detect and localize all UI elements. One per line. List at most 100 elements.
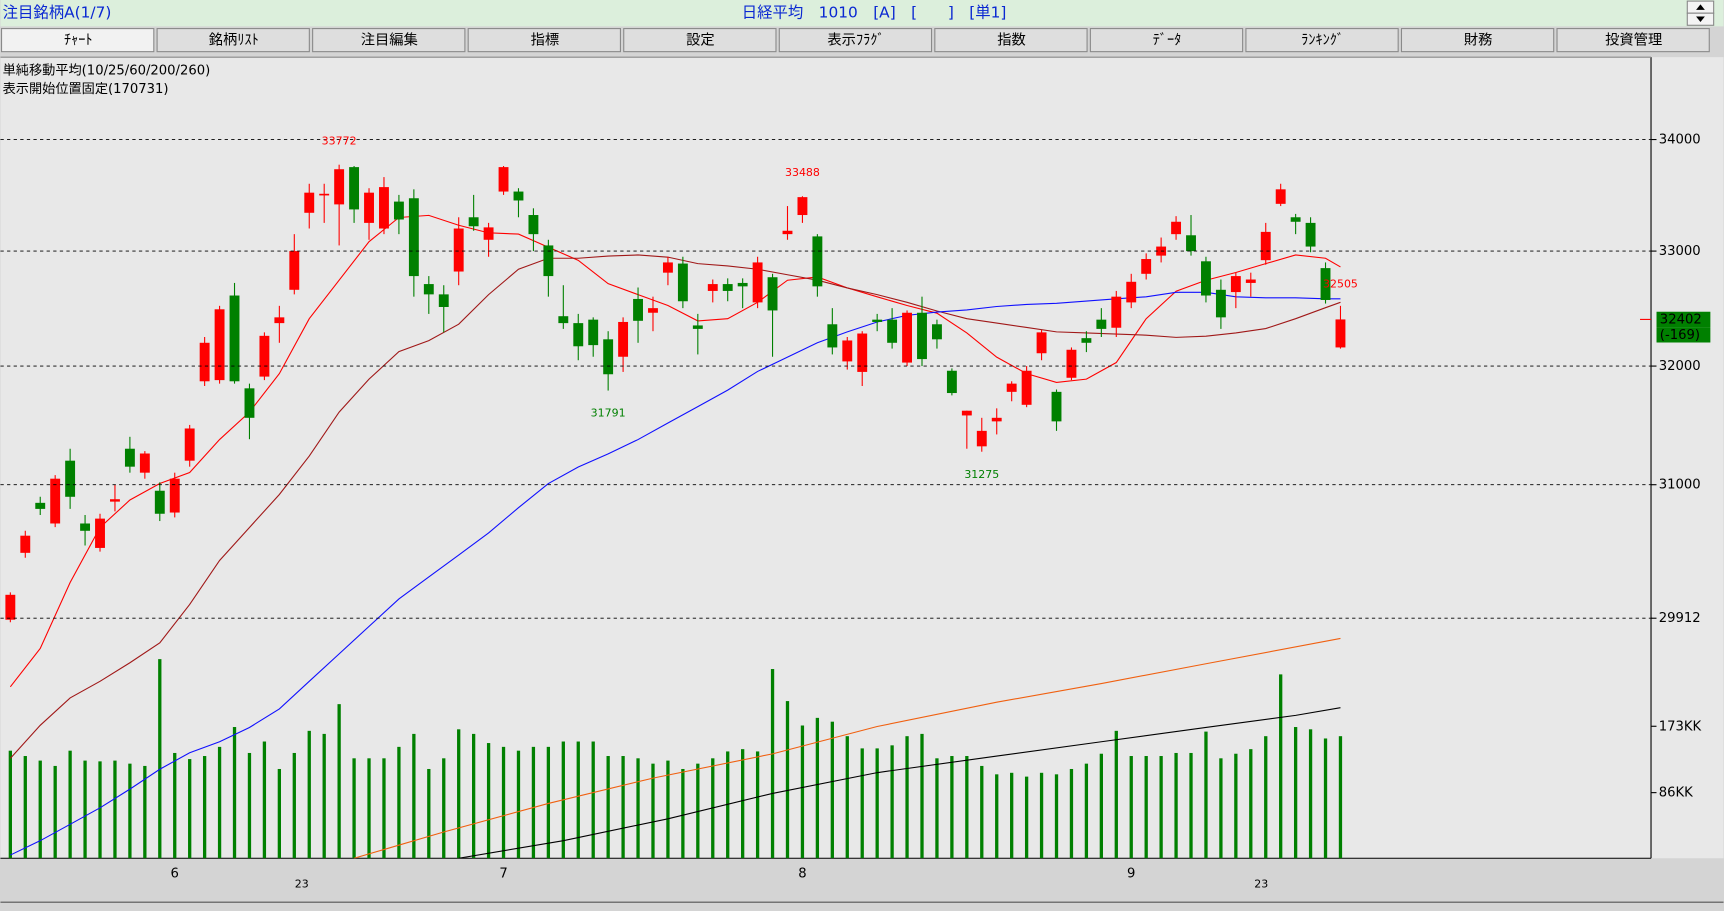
volume-bar	[307, 730, 311, 859]
candle-body	[393, 201, 404, 220]
month-label: 8	[798, 867, 806, 882]
tab[interactable]	[1245, 28, 1399, 53]
tab-label[interactable]: ﾁｬｰﾄ	[64, 33, 93, 49]
y-tick-label: 31000	[1659, 478, 1701, 493]
tab[interactable]	[1, 28, 155, 53]
volume-bar	[1323, 738, 1328, 859]
volume-bar	[352, 758, 356, 859]
candle-body	[1260, 231, 1271, 261]
tab-label[interactable]: 銘柄ﾘｽﾄ	[209, 32, 259, 49]
candle-body	[1051, 391, 1062, 422]
price-annotation: 33488	[785, 166, 820, 179]
volume-bar	[950, 756, 954, 859]
candle-body	[752, 262, 763, 303]
header-title: 注目銘柄A(1/7)	[3, 4, 112, 22]
candle-body	[767, 277, 778, 311]
tab[interactable]	[1556, 28, 1710, 53]
candle-body	[483, 227, 494, 240]
volume-bar	[1010, 772, 1014, 859]
volume-bar	[606, 756, 610, 859]
volume-bar	[1189, 752, 1193, 859]
tab-label[interactable]: 投資管理	[1605, 32, 1662, 49]
tab-label[interactable]: 財務	[1464, 32, 1493, 49]
candle-body	[244, 388, 255, 418]
y-tick-label: 33000	[1659, 244, 1701, 259]
candle-body	[50, 478, 61, 524]
candle-body	[1141, 259, 1152, 274]
tab-label[interactable]: 注目編集	[361, 32, 418, 49]
tab-label[interactable]: ﾃﾞｰﾀ	[1153, 32, 1182, 49]
volume-bar	[158, 659, 162, 859]
tab-label[interactable]: 指標	[531, 32, 560, 49]
plot	[5, 164, 1346, 859]
volume-bar	[920, 733, 924, 859]
candle-body	[1111, 296, 1122, 328]
volume-tick-label: 86KK	[1659, 786, 1693, 801]
candle-body	[573, 323, 584, 347]
volume-bar	[217, 746, 222, 859]
candle-body	[169, 478, 180, 513]
volume-bar	[1279, 674, 1283, 859]
candle-body	[438, 294, 449, 307]
header-info: 日経平均 1010 [A] [ ] [単1]	[742, 4, 1007, 22]
volume-bar	[1174, 752, 1178, 859]
month-label: 7	[499, 867, 507, 882]
candle-body	[184, 428, 195, 461]
volume-bar	[113, 760, 117, 859]
tab[interactable]	[778, 28, 933, 53]
candle-body	[304, 192, 315, 213]
tab[interactable]	[934, 28, 1088, 53]
candle-body	[1201, 261, 1211, 296]
candle-body	[229, 295, 240, 382]
volume-bar	[905, 736, 909, 859]
candle-body	[80, 523, 91, 531]
tab[interactable]	[156, 28, 310, 53]
volume-bar	[412, 733, 416, 859]
volume-bar	[202, 756, 207, 859]
candle-body	[1275, 189, 1286, 204]
moving-average	[9, 214, 1341, 688]
volume-bar	[1293, 727, 1298, 859]
candle-body	[1186, 235, 1196, 252]
volume-bar	[830, 721, 834, 859]
scroll-down-icon	[1696, 16, 1705, 22]
month-label: 6	[171, 867, 179, 882]
candle-body	[917, 312, 927, 360]
volume-bar	[516, 750, 521, 859]
tab[interactable]	[1089, 28, 1244, 53]
candle-body	[154, 490, 165, 514]
volume-bar	[98, 761, 102, 859]
tab[interactable]	[623, 28, 777, 53]
volume-bar	[1264, 736, 1268, 859]
tab[interactable]	[467, 28, 621, 53]
candle-body	[334, 169, 345, 205]
tab-label[interactable]: 設定	[686, 32, 715, 49]
candle-body	[468, 217, 479, 227]
volume-bar	[188, 759, 192, 859]
candle-body	[199, 342, 210, 382]
y-tick-label: 29912	[1659, 611, 1701, 626]
candle-body	[1081, 338, 1092, 343]
volume-bar	[1204, 731, 1208, 859]
tab[interactable]	[1400, 28, 1555, 53]
volume-bar	[1159, 756, 1163, 859]
candle-body	[1230, 276, 1241, 293]
candle-body	[5, 594, 16, 620]
tab-label[interactable]: 指数	[997, 32, 1026, 49]
volume-bar	[1099, 753, 1103, 859]
candle-body	[722, 284, 733, 291]
candle-body	[707, 284, 718, 291]
volume-bar	[681, 768, 685, 859]
volume-bar	[501, 746, 506, 859]
tab-label[interactable]: 表示ﾌﾗｸﾞ	[827, 32, 884, 49]
volume-bar	[1144, 756, 1148, 859]
volume-bar	[382, 758, 386, 859]
candle-body	[513, 191, 524, 201]
candle-body	[110, 499, 120, 502]
tab[interactable]	[312, 28, 466, 53]
volume-bar	[38, 760, 42, 859]
tab-label[interactable]: ﾗﾝｷﾝｸﾞ	[1301, 32, 1344, 49]
candle-body	[274, 317, 285, 324]
candle-body	[95, 518, 105, 548]
